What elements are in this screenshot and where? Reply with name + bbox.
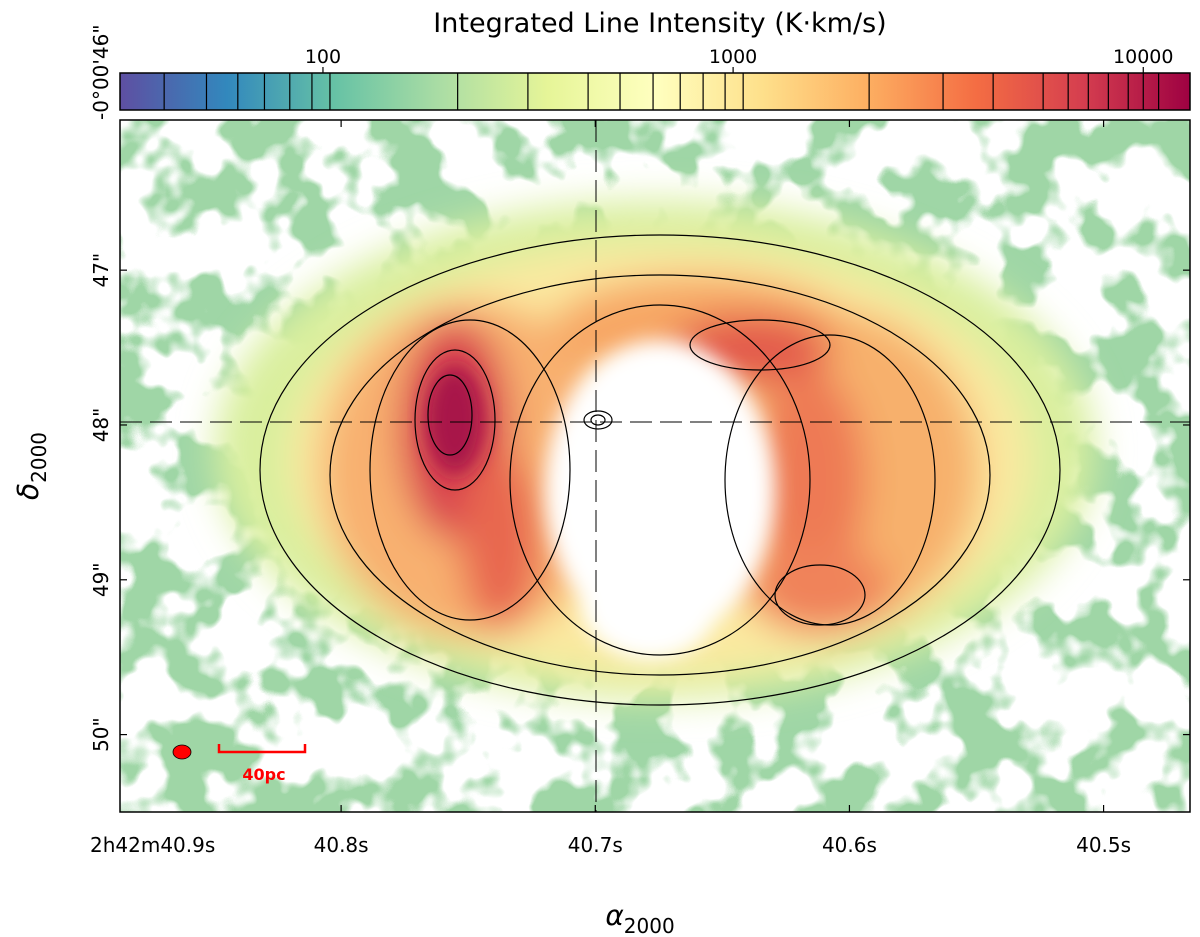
x-tick-label: 40.6s (822, 833, 877, 857)
y-tick-label: -0°00'46" (89, 24, 113, 120)
x-tick-label: 40.7s (568, 833, 623, 857)
x-axis-subscript: 2000 (624, 914, 675, 937)
y-axis-title: δ2000 (12, 432, 51, 500)
plot-frame (119, 119, 1191, 813)
beam (172, 744, 192, 760)
central-hole (545, 340, 775, 660)
map: 40pc (120, 120, 1190, 812)
y-tick-label: 50" (89, 717, 113, 752)
contours (259, 234, 1061, 706)
x-tick-label: 40.8s (314, 833, 369, 857)
y-tick-label: 48" (89, 408, 113, 443)
colorbar-tick-label: 10000 (1113, 46, 1173, 68)
y-axis-subscript: 2000 (27, 432, 51, 483)
y-tick-label: 49" (89, 562, 113, 597)
y-axis-symbol: δ (12, 483, 45, 500)
colorbar-tick-label: 1000 (709, 46, 757, 68)
colorbar-title: Integrated Line Intensity (K·km/s) (433, 8, 886, 39)
x-axis-symbol: α (605, 899, 624, 932)
x-axis-title: α2000 (605, 899, 674, 937)
y-tick-label: 47" (89, 253, 113, 288)
scale-bar-label: 40pc (242, 765, 285, 784)
colorbar (119, 72, 1191, 111)
colorbar-tick-label: 100 (305, 46, 341, 68)
x-tick-label: 2h42m40.9s (90, 833, 215, 857)
peak (425, 365, 485, 475)
scale-bar (217, 744, 307, 754)
x-tick-label: 40.5s (1076, 833, 1131, 857)
